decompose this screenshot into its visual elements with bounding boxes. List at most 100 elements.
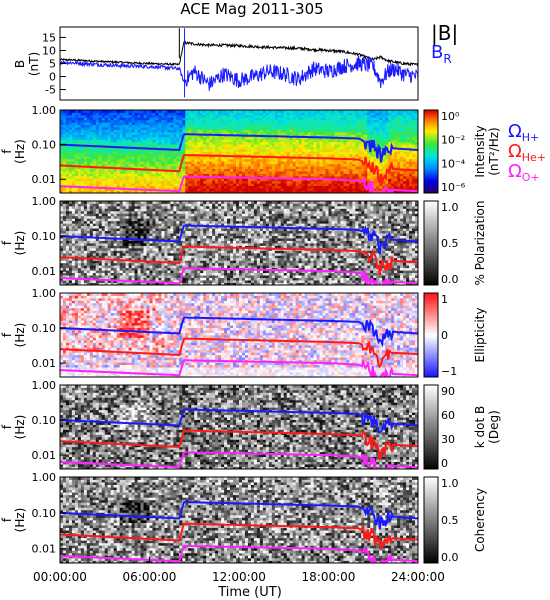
colorbar-tick-label: −1 [441, 365, 457, 378]
heatmap-cells [60, 385, 418, 469]
freq-ylabel: f [0, 424, 14, 429]
colorbar-tick-label: 60 [441, 409, 455, 422]
legend-omega-o: ΩO+ [508, 161, 540, 184]
legend-omega-h: ΩH+ [508, 121, 539, 144]
legend-b-total: |B| [431, 21, 458, 45]
colorbar-tick-label: 0.5 [441, 237, 459, 250]
heatmap-cells [60, 477, 418, 563]
spectral-panel-3: 1.00 0.10 0.01 f (Hz) 1 0 −1 Ellipticity [0, 287, 487, 378]
time-axis: 00:00:00 06:00:00 12:00:00 18:00:00 24:00:00 [33, 557, 445, 584]
freq-ytick-label: 0.10 [32, 414, 57, 427]
colorbar-3: 1 0 −1 Ellipticity [423, 292, 487, 378]
spectral-panel-5: 1.00 0.10 0.01 f (Hz) 1.0 0.5 0.0 Coherency [0, 471, 487, 564]
freq-ytick-label: 0.01 [32, 543, 57, 556]
time-tick-label: 06:00:00 [123, 570, 177, 584]
time-tick-label: 18:00:00 [302, 570, 356, 584]
freq-ytick-label: 1.00 [32, 104, 57, 117]
freq-ytick-label: 0.01 [32, 173, 57, 186]
spectral-panel-frame [59, 292, 419, 378]
colorbar-tick-label: 10⁻⁴ [441, 157, 466, 170]
colorbar-tick-label: 10⁻⁶ [441, 181, 466, 194]
gyrofrequency-line-heplus [60, 245, 418, 276]
freq-yunit: (Hz) [13, 139, 27, 164]
heatmap-cells [60, 110, 418, 193]
colorbar-tick-label: 0 [441, 329, 448, 342]
spectral-panel-frame [59, 200, 419, 286]
colorbar-label: Coherency [473, 488, 487, 552]
colorbar-unit: (Deg) [487, 410, 501, 444]
colorbar-tick-label: 1.0 [441, 201, 459, 214]
freq-yunit: (Hz) [13, 415, 27, 440]
legend-b-r: BR [431, 42, 452, 66]
spectral-panel-4: 1.00 0.10 0.01 f (Hz) 90 60 30 0 k dot B (Deg) [0, 379, 501, 470]
gyrofrequency-line-heplus [60, 337, 418, 369]
colorbar-label: Intensity [473, 125, 487, 177]
gyrofrequency-line-hplus [60, 316, 418, 348]
freq-yunit: (Hz) [13, 323, 27, 348]
freq-ytick-label: 1.00 [32, 287, 57, 300]
freq-ytick-label: 1.00 [32, 195, 57, 208]
gyrofrequency-line-oplus [60, 451, 418, 469]
colorbar-label: k dot B [473, 406, 487, 448]
freq-ytick-label: 1.00 [32, 379, 57, 392]
gyrofrequency-line-hplus [60, 501, 418, 530]
colorbar-tick-label: 10⁻² [441, 134, 465, 147]
freq-ytick-label: 0.01 [32, 357, 57, 370]
colorbar-label: % Polarization [473, 201, 487, 286]
colorbar-label: Ellipticity [473, 308, 487, 363]
freq-yunit: (Hz) [13, 508, 27, 533]
colorbar-unit: (nT²/Hz) [487, 127, 501, 175]
gyrofrequency-line-hplus [60, 408, 418, 434]
colorbar-5: 1.0 0.5 0.0 Coherency [423, 476, 487, 564]
b-ytick-label: 10 [42, 44, 56, 57]
spectral-panel-frame [59, 109, 419, 194]
time-tick-label: 12:00:00 [212, 570, 266, 584]
freq-ytick-label: 0.01 [32, 449, 57, 462]
b-r-line [60, 55, 418, 91]
b-yunit: (nT) [27, 52, 41, 76]
b-ytick-label: 5 [49, 58, 56, 71]
freq-ytick-label: 0.01 [32, 265, 57, 278]
colorbar-4: 90 60 30 0 k dot B (Deg) [423, 384, 501, 470]
freq-ytick-label: 1.00 [32, 471, 57, 484]
freq-ylabel: f [0, 149, 14, 154]
b-ylabel: B [13, 60, 27, 68]
b-total-line [60, 40, 418, 67]
gyrofrequency-line-hplus [60, 133, 418, 163]
freq-ylabel: f [0, 332, 14, 337]
colorbar-tick-label: 1 [441, 293, 448, 306]
legend-gyrofrequencies: ΩH+ ΩHe+ ΩO+ [508, 121, 546, 184]
freq-ytick-label: 0.10 [32, 507, 57, 520]
colorbar-1: 10⁰ 10⁻² 10⁻⁴ 10⁻⁶ Intensity (nT²/Hz) [423, 109, 501, 194]
time-axis-label: Time (UT) [217, 585, 282, 600]
colorbar-tick-label: 0 [441, 457, 448, 470]
gyrofrequency-line-heplus [60, 522, 418, 549]
gyrofrequency-line-oplus [60, 267, 418, 285]
gyrofrequency-line-oplus [60, 357, 418, 377]
freq-ylabel: f [0, 517, 14, 522]
colorbar-tick-label: 90 [441, 385, 455, 398]
legend-omega-he: ΩHe+ [508, 141, 546, 164]
gyrofrequency-line-hplus [60, 224, 418, 255]
heatmap-cells [60, 293, 418, 377]
spectral-panel-frame [59, 384, 419, 470]
b-ytick-label: -5 [45, 84, 56, 97]
freq-ylabel: f [0, 240, 14, 245]
colorbar-tick-label: 0.5 [441, 514, 459, 527]
gyrofrequency-line-heplus [60, 153, 418, 185]
heatmap-cells [60, 201, 418, 285]
gyrofrequency-line-heplus [60, 428, 418, 461]
figure-title: ACE Mag 2011-305 [180, 0, 323, 18]
freq-ytick-label: 0.10 [32, 322, 57, 335]
spectral-panel-1: 1.00 0.10 0.01 f (Hz) 10⁰ 10⁻² 10⁻⁴ 10⁻⁶ Intensit… [0, 104, 501, 194]
colorbar-tick-label: 30 [441, 433, 455, 446]
time-tick-label: 24:00:00 [391, 570, 445, 584]
colorbar-tick-label: 1.0 [441, 477, 459, 490]
freq-ytick-label: 0.10 [32, 230, 57, 243]
spectral-panel-2: 1.00 0.10 0.01 f (Hz) 1.0 0.5 0.0 % Polarization [0, 195, 487, 286]
spectral-panels: 1.000.100.01f (Hz)10⁰10⁻²10⁻⁴10⁻⁶Intensit… [0, 104, 501, 564]
colorbar-tick-label: 10⁰ [441, 110, 460, 123]
legend-b: |B| BR [431, 21, 458, 66]
